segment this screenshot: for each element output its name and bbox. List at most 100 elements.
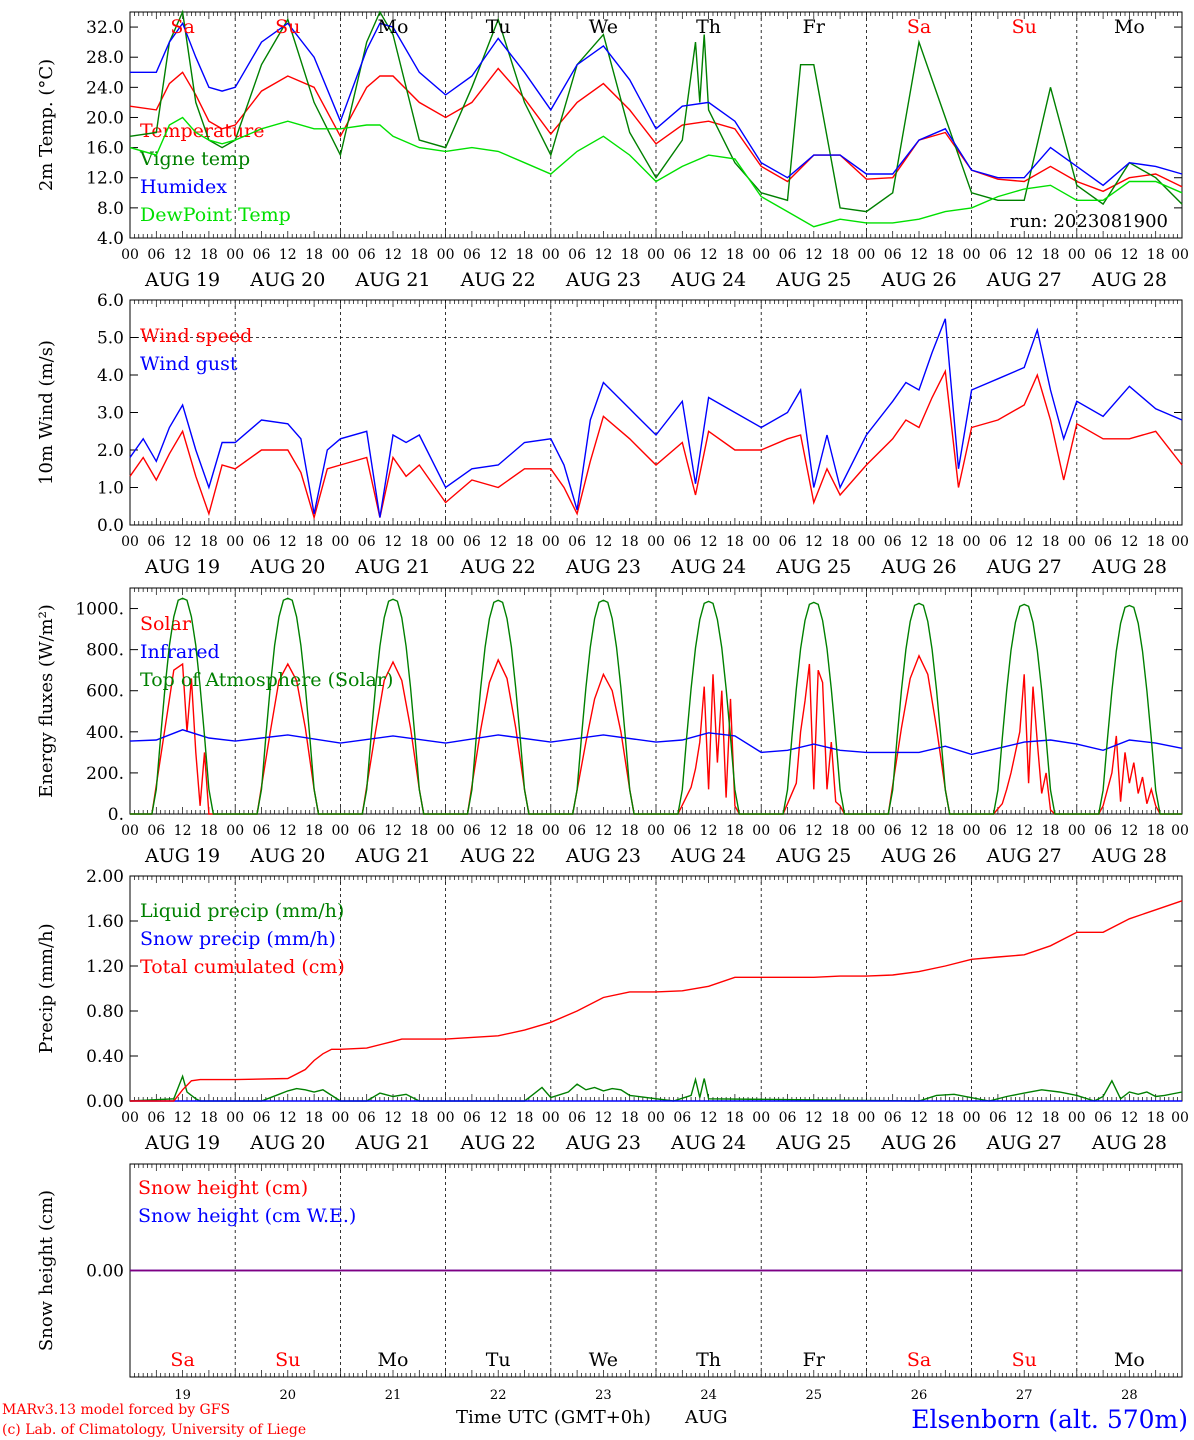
date-label: AUG 24 <box>670 845 746 867</box>
chart-panels: 4.0 8.0 12.0 16.0 20.0 24.0 28.0 32.0 2m Temp. (… <box>36 9 1189 1403</box>
day-of-week-label: We <box>589 1349 618 1371</box>
hour-tick-label: 06 <box>463 534 481 550</box>
legend-entry: Snow height (cm W.E.) <box>138 1205 356 1227</box>
hour-tick-label: 18 <box>726 534 744 550</box>
series-line-2 <box>129 318 1183 518</box>
hour-tick-label: 00 <box>331 1110 349 1126</box>
hour-tick-label: 18 <box>410 247 428 263</box>
hour-tick-label: 06 <box>673 823 691 839</box>
hour-tick-label: 18 <box>726 247 744 263</box>
hour-tick-label: 18 <box>621 534 639 550</box>
legend-entry: Wind gust <box>140 353 238 375</box>
hour-tick-label: 00 <box>963 247 981 263</box>
series-line-2 <box>129 9 1183 213</box>
date-label: AUG 19 <box>144 269 220 291</box>
date-label: AUG 28 <box>1091 845 1167 867</box>
hour-tick-label: 06 <box>884 534 902 550</box>
day-of-week-label: Mo <box>378 1349 409 1371</box>
day-of-week-label: Tu <box>486 1349 511 1371</box>
day-of-week-label: Fr <box>803 16 826 38</box>
hour-tick-label: 12 <box>1120 534 1138 550</box>
legend-entry: Solar <box>140 613 192 635</box>
y-tick-label: 0.00 <box>86 1092 124 1112</box>
hour-tick-label: 00 <box>1171 534 1189 550</box>
date-label: AUG 22 <box>460 845 536 867</box>
date-label: AUG 19 <box>144 1132 220 1154</box>
hour-tick-label: 06 <box>1094 1110 1112 1126</box>
date-label: AUG 23 <box>565 556 641 578</box>
legend-entry: Snow height (cm) <box>138 1177 308 1199</box>
hour-tick-label: 12 <box>384 1110 402 1126</box>
hour-tick-label: 00 <box>1068 1110 1086 1126</box>
y-tick-label: 1.20 <box>86 957 124 977</box>
hour-tick-label: 12 <box>279 534 297 550</box>
y-tick-label: 5.0 <box>97 329 124 349</box>
hour-tick-label: 06 <box>463 823 481 839</box>
date-label: AUG 20 <box>249 556 325 578</box>
hour-tick-label: 18 <box>726 823 744 839</box>
legend-entry: Vigne temp <box>139 148 250 170</box>
y-tick-label: 1000. <box>75 600 124 620</box>
hour-tick-label: 12 <box>1015 1110 1033 1126</box>
day-of-week-label: Su <box>1012 1349 1037 1371</box>
legend-entry: Liquid precip (mm/h) <box>140 900 344 922</box>
panel-2: 0.0 1.0 2.0 3.0 4.0 5.0 6.0 10m Wind (m/s) Wind … <box>36 291 1189 578</box>
hour-tick-label: 00 <box>857 247 875 263</box>
hour-tick-label: 12 <box>384 247 402 263</box>
hour-tick-label: 18 <box>1147 247 1165 263</box>
hour-tick-label: 12 <box>1120 1110 1138 1126</box>
hour-tick-label: 00 <box>437 823 455 839</box>
hour-tick-label: 12 <box>489 823 507 839</box>
date-label: AUG 21 <box>354 1132 430 1154</box>
day-of-week-label: Mo <box>1114 1349 1145 1371</box>
date-label: AUG 28 <box>1091 269 1167 291</box>
y-tick-label: 4.0 <box>97 229 124 249</box>
y-tick-label: 20.0 <box>86 108 124 128</box>
hour-tick-label: 00 <box>963 823 981 839</box>
hour-tick-label: 06 <box>989 1110 1007 1126</box>
hour-tick-label: 12 <box>279 247 297 263</box>
date-label: AUG 20 <box>249 269 325 291</box>
date-label: AUG 23 <box>565 1132 641 1154</box>
y-axis-label: 2m Temp. (°C) <box>36 59 57 191</box>
hour-tick-label: 00 <box>963 1110 981 1126</box>
hour-tick-label: 00 <box>647 1110 665 1126</box>
hour-tick-label: 00 <box>331 823 349 839</box>
run-annotation: run: 2023081900 <box>1010 211 1168 232</box>
date-label: AUG 25 <box>775 1132 851 1154</box>
legend-entry: Humidex <box>140 176 227 198</box>
y-tick-label: 2.00 <box>86 867 124 887</box>
y-tick-label: 8.0 <box>97 199 124 219</box>
legend-entry: Snow precip (mm/h) <box>140 928 336 950</box>
hour-tick-label: 00 <box>542 247 560 263</box>
y-tick-label: 0.40 <box>86 1047 124 1067</box>
hour-tick-label: 06 <box>253 823 271 839</box>
hour-tick-label: 06 <box>673 534 691 550</box>
day-number-label: 23 <box>595 1388 612 1403</box>
hour-tick-label: 12 <box>910 1110 928 1126</box>
hour-tick-label: 06 <box>779 823 797 839</box>
series-line-3 <box>130 900 1183 1102</box>
date-label: AUG 25 <box>775 556 851 578</box>
hour-tick-label: 06 <box>989 247 1007 263</box>
y-tick-label: 1.60 <box>86 912 124 932</box>
day-of-week-label: Sa <box>170 16 194 38</box>
hour-tick-label: 12 <box>910 823 928 839</box>
y-tick-label: 600. <box>86 682 124 702</box>
hour-tick-label: 12 <box>594 1110 612 1126</box>
day-of-week-label: Sa <box>170 1349 194 1371</box>
date-label: AUG 24 <box>670 269 746 291</box>
hour-tick-label: 06 <box>358 1110 376 1126</box>
hour-tick-label: 12 <box>805 1110 823 1126</box>
hour-tick-label: 18 <box>726 1110 744 1126</box>
hour-tick-label: 00 <box>437 1110 455 1126</box>
date-label: AUG 28 <box>1091 556 1167 578</box>
hour-tick-label: 18 <box>936 1110 954 1126</box>
panel-1: 4.0 8.0 12.0 16.0 20.0 24.0 28.0 32.0 2m Temp. (… <box>36 9 1189 291</box>
hour-tick-label: 12 <box>384 534 402 550</box>
hour-tick-label: 18 <box>1147 534 1165 550</box>
legend-entry: Temperature <box>140 120 264 142</box>
y-tick-label: 0.00 <box>86 1262 124 1282</box>
hour-tick-label: 18 <box>200 1110 218 1126</box>
date-label: AUG 21 <box>354 845 430 867</box>
